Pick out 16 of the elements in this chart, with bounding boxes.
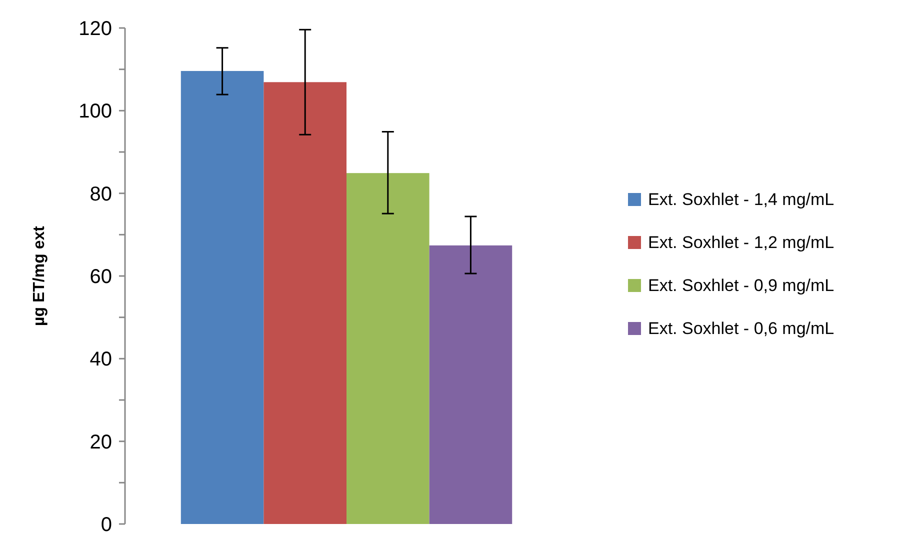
bar	[429, 245, 512, 524]
y-tick-label: 120	[78, 18, 112, 40]
y-tick-label: 20	[90, 431, 112, 454]
legend-label: Ext. Soxhlet - 0,9 mg/mL	[648, 276, 834, 295]
y-tick-label: 40	[90, 348, 112, 371]
y-axis-title: µg ET/mg ext	[31, 225, 48, 326]
legend-label: Ext. Soxhlet - 1,4 mg/mL	[648, 190, 834, 209]
y-tick-label: 100	[78, 100, 112, 123]
y-tick-label: 60	[90, 266, 112, 288]
bar	[346, 173, 430, 524]
y-tick-label: 80	[90, 183, 112, 206]
y-tick-label: 0	[100, 514, 112, 536]
legend-label: Ext. Soxhlet - 0,6 mg/mL	[648, 318, 834, 338]
bar	[264, 82, 346, 524]
legend-label: Ext. Soxhlet - 1,2 mg/mL	[648, 232, 834, 252]
bar	[180, 70, 264, 524]
